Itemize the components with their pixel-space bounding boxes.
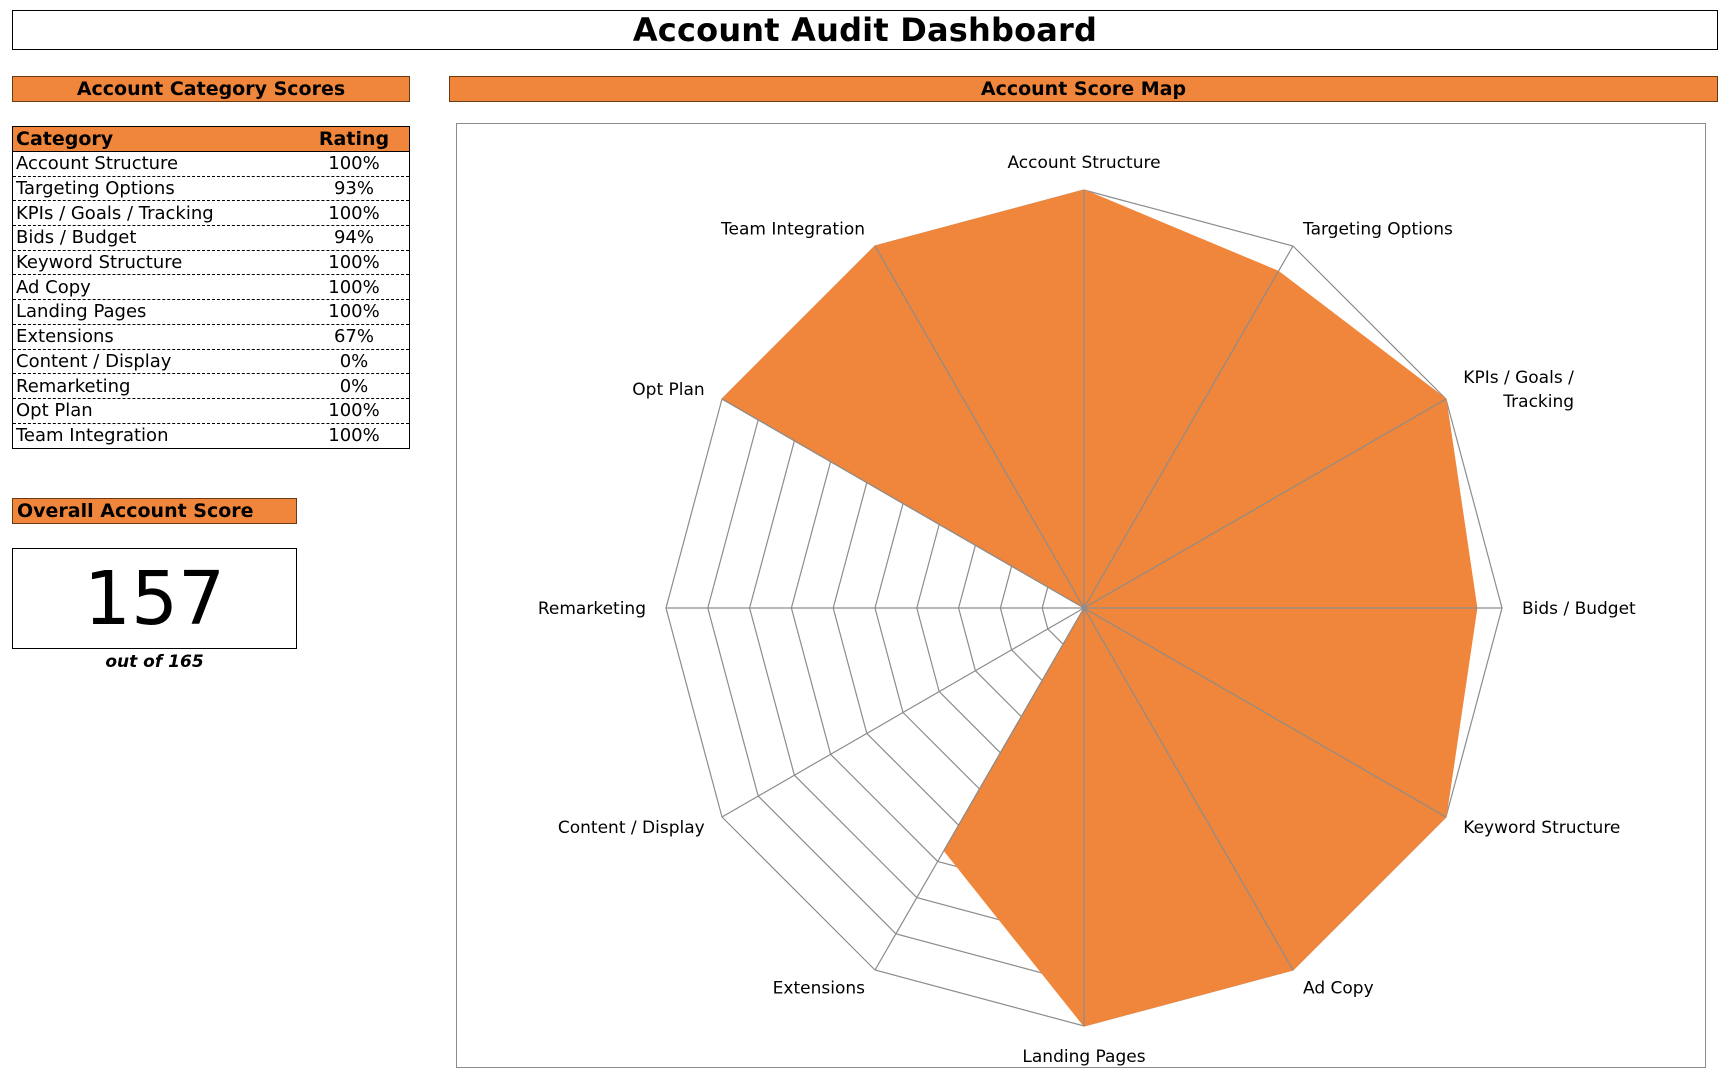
category-cell: Account Structure [16,153,179,175]
rating-cell: 67% [333,326,374,348]
table-row: Team Integration 100% [13,424,409,449]
category-column-header: Category [16,128,114,150]
dashboard-title: Account Audit Dashboard [12,10,1718,50]
rating-cell: 0% [339,375,369,397]
overall-score-subtitle: out of 165 [105,652,204,672]
rating-cell: 100% [328,153,380,175]
category-cell: Ad Copy [16,276,91,298]
radar-axis-label: Bids / Budget [1522,599,1636,619]
category-cell: Extensions [16,326,114,348]
rating-cell: 94% [333,227,374,249]
table-row: Targeting Options 93% [13,177,409,202]
table-row: KPIs / Goals / Tracking 100% [13,201,409,227]
radar-axis-label: Account Structure [1007,153,1160,173]
table-row: Account Structure 100% [13,152,409,177]
radar-spoke-overlay [1083,607,1294,971]
category-cell: Remarketing [16,375,131,397]
rating-cell: 100% [328,400,380,422]
radar-spoke-overlay [874,245,1085,609]
overall-score-value: 157 [12,548,297,649]
table-row: Landing Pages 100% [13,300,409,325]
table-header-row: Category Rating [13,127,409,152]
radar-spoke-overlay [1083,607,1447,818]
rating-cell: 100% [328,202,380,224]
rating-cell: 100% [328,252,380,274]
table-row: Ad Copy 100% [13,275,409,301]
table-row: Bids / Budget 94% [13,226,409,251]
category-cell: Content / Display [16,350,172,372]
radar-axis-label: Extensions [773,978,865,998]
radar-axis-label: KPIs / Goals / Tracking [1463,368,1574,412]
category-cell: Keyword Structure [16,252,183,274]
radar-axis-label: Team Integration [720,220,865,240]
score-map-chart: Account Structure Targeting Options KPIs /… [456,123,1706,1068]
radar-spoke-overlay [1083,270,1279,609]
radar-axis-label: Keyword Structure [1463,818,1620,838]
table-row: Opt Plan 100% [13,399,409,424]
table-row: Keyword Structure 100% [13,251,409,276]
category-scores-header: Account Category Scores [12,76,410,102]
table-row: Remarketing 0% [13,374,409,399]
radar-axis-label: Landing Pages [1022,1047,1145,1067]
category-cell: Opt Plan [16,400,93,422]
rating-column-header: Rating [318,128,390,150]
category-scores-table: Category Rating Account Structure 100% T… [12,126,410,450]
overall-score-header: Overall Account Score [12,498,297,524]
category-cell: Team Integration [16,425,169,447]
rating-cell: 93% [333,178,374,200]
rating-cell: 0% [339,350,369,372]
radar-spoke [721,607,1085,818]
radar-spoke-overlay [943,607,1085,851]
rating-cell: 100% [328,276,380,298]
category-cell: Landing Pages [16,301,147,323]
category-cell: KPIs / Goals / Tracking [16,202,214,224]
radar-spoke-overlay [1083,398,1447,609]
table-row: Extensions 67% [13,325,409,350]
rating-cell: 100% [328,425,380,447]
table-row: Content / Display 0% [13,350,409,375]
category-cell: Bids / Budget [16,227,137,249]
category-cell: Targeting Options [16,178,175,200]
rating-cell: 100% [328,301,380,323]
radar-axis-label: Content / Display [558,818,705,838]
radar-chart-svg: Account Structure Targeting Options KPIs /… [538,153,1636,1067]
radar-axis-label: Opt Plan [632,380,704,400]
radar-axis-label: Remarketing [538,599,646,619]
radar-axis-label: Targeting Options [1302,220,1453,240]
score-map-header: Account Score Map [449,76,1718,102]
radar-axis-label: Ad Copy [1303,978,1374,998]
radar-spoke-overlay [721,398,1085,609]
table-body: Account Structure 100% Targeting Options… [13,152,409,448]
